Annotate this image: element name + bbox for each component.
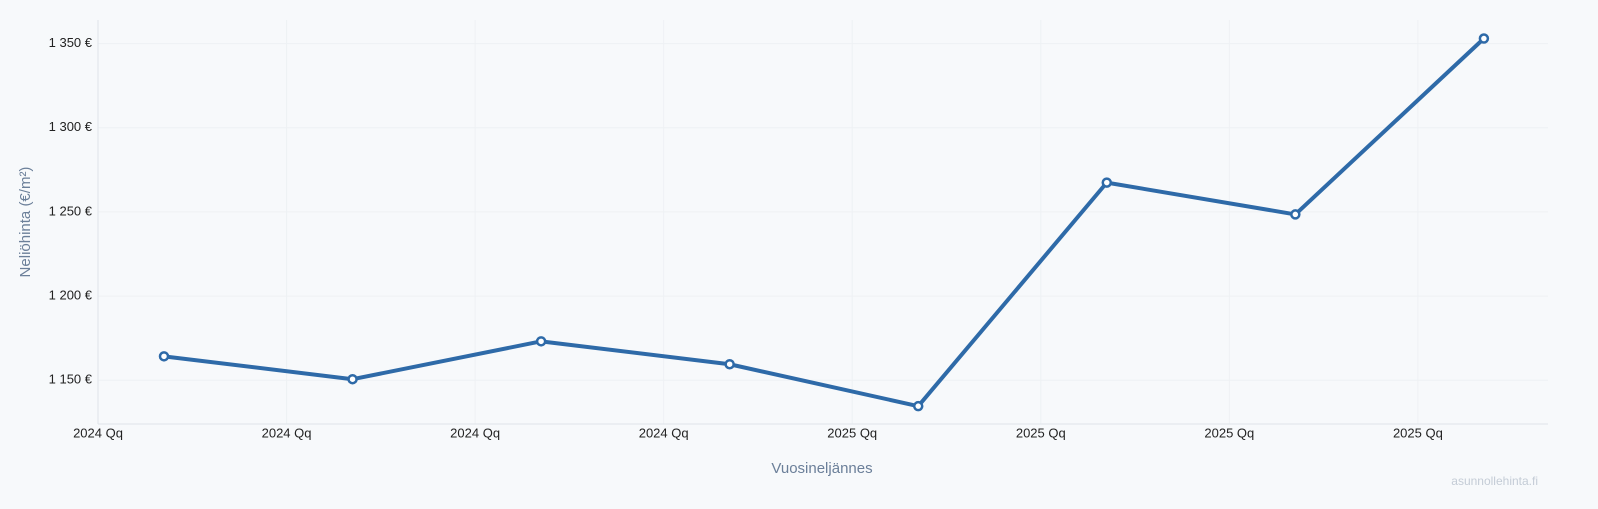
x-tick-label: 2025 Qq (1393, 425, 1443, 440)
y-tick-label: 1 150 € (49, 372, 93, 387)
point (1290, 209, 1301, 220)
x-tick-label: 2024 Qq (262, 425, 312, 440)
y-tick-label: 1 200 € (49, 288, 93, 303)
x-tick-label: 2025 Qq (827, 425, 877, 440)
x-tick-label: 2024 Qq (73, 425, 123, 440)
line (163, 37, 1486, 409)
y-tick-label: 1 300 € (49, 119, 93, 134)
x-axis-title: Vuosineljännes (771, 460, 872, 477)
watermark: asunnollehinta.fi (1451, 474, 1538, 488)
x-tick-label: 2025 Qq (1204, 425, 1254, 440)
y-tick-label: 1 250 € (49, 203, 93, 218)
point (1101, 177, 1113, 188)
point (724, 358, 735, 370)
y-tick-label: 1 350 € (49, 35, 93, 50)
point (158, 351, 170, 362)
x-tick-label: 2024 Qq (450, 425, 500, 440)
x-tick-label: 2024 Qq (639, 425, 689, 440)
point (912, 400, 924, 412)
x-tick-label: 2025 Qq (1016, 425, 1066, 440)
point (1478, 33, 1490, 44)
y-axis-title: Neliöhinta (€/m²) (17, 167, 34, 278)
point (535, 336, 547, 347)
point (347, 373, 358, 385)
